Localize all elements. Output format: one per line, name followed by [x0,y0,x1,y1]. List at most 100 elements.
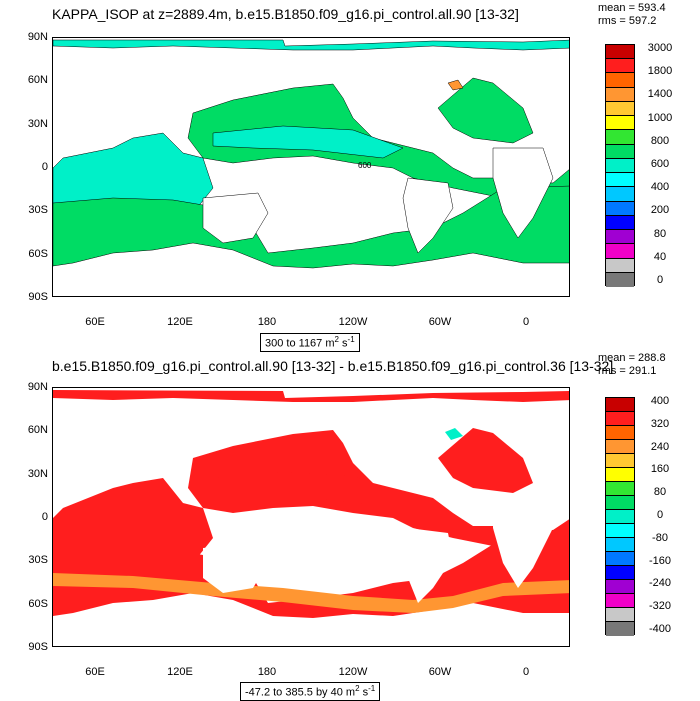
panel2-colorbar-label: -320 [648,600,672,613]
panel1-colorbar-segment [606,116,634,131]
panel2-colorbar-label: 400 [650,395,670,407]
panel2-colorbar-label: 80 [653,486,667,499]
panel1-colorbar-label: 200 [650,204,670,217]
panel1-lon-120w: 120W [338,316,368,328]
panel2-lon-60w: 60W [428,666,452,678]
panel2-colorbar-segment [606,398,634,412]
panel1-colorbar-segment [606,45,634,60]
panel2-colorbar-label: -240 [648,577,672,590]
panel2-lat-90s: 90S [28,641,48,653]
panel2-colorbar [605,397,635,636]
panel1-colorbar-segment [606,215,634,231]
panel2-colorbar-label: 0 [656,509,664,521]
panel2-lat-30n: 30N [27,468,48,480]
panel2-lon-0: 0 [522,666,530,678]
panel2-colorbar-segment [606,510,634,524]
panel2-lat-60s: 60S [28,598,48,610]
panel2-colorbar-segment [606,580,634,594]
panel2-rms: rms = 291.1 [598,365,657,377]
panel1-colorbar-segment [606,230,634,245]
panel1-colorbar-segment [606,173,634,188]
panel1-colorbar-label: 400 [650,181,670,194]
panel2-field [53,390,569,618]
panel2-colorbar-segment [606,440,634,454]
panel2-range-sup2: -1 [368,684,376,693]
panel2-range-text: -47.2 to 385.5 by 40 m [245,686,356,699]
panel2-lat-60n: 60N [27,424,48,436]
panel2-lon-120w: 120W [338,666,368,678]
panel2-range-sup: 2 [355,684,360,693]
panel1-lat-90s: 90S [28,291,48,303]
panel1-colorbar-segment [606,59,634,74]
panel1-map: 600 [52,37,570,297]
panel2-mean: mean = 288.8 [598,352,666,364]
panel1-lat-0: 0 [41,161,48,173]
panel1-colorbar-label: 800 [650,134,670,147]
panel1-lat-30n: 30N [27,118,48,130]
panel2-colorbar-segment [606,426,634,440]
panel1-colorbar-segment [606,244,634,259]
panel2-colorbar-segment [606,622,634,636]
panel1-colorbar-label: 600 [650,158,670,170]
panel1-range-tail: s [338,337,348,350]
panel1-colorbar-segment [606,158,634,174]
panel1-colorbar-segment [606,101,634,117]
panel2-colorbar-segment [606,496,634,510]
panel1-colorbar-segment [606,130,634,145]
panel2-lon-60e: 60E [85,666,105,678]
panel1-colorbar [605,44,635,287]
panel1-lon-120e: 120E [167,316,193,328]
panel1-mean: mean = 593.4 [598,2,666,14]
panel1-colorbar-label: 1000 [647,111,673,124]
panel1-colorbar-label: 40 [653,250,667,263]
panel2-lat-0: 0 [41,511,48,523]
panel2-colorbar-segment [606,468,634,482]
panel1-range-box: 300 to 1167 m2 s-1 [260,333,360,352]
panel2-colorbar-segment [606,454,634,468]
panel2-colorbar-label: -160 [648,554,672,567]
panel1-field: 600 [53,39,569,269]
panel1-stats: mean = 593.4 rms = 597.2 [598,2,666,28]
panel2-colorbar-label: 160 [650,463,670,476]
panel2-lon-180: 180 [257,666,277,678]
panel2-colorbar-segment [606,594,634,608]
panel2-colorbar-label: 240 [650,440,670,453]
panel1-colorbar-segment [606,258,634,273]
panel2-colorbar-segment [606,538,634,552]
panel1-colorbar-segment [606,272,634,287]
panel1-lon-60w: 60W [428,316,452,328]
panel1-colorbar-label: 1400 [647,88,673,101]
panel1-range-sup2: -1 [347,335,355,344]
panel2-range-box: -47.2 to 385.5 by 40 m2 s-1 [240,682,381,701]
panel1-title: KAPPA_ISOP at z=2889.4m, b.e15.B1850.f09… [52,6,519,22]
panel1-colorbar-segment [606,73,634,88]
panel1-lat-90n: 90N [27,31,48,43]
panel1-colorbar-label: 80 [653,227,667,240]
panel1-lat-60n: 60N [27,74,48,86]
panel2-colorbar-label: -80 [652,531,668,544]
panel2-lat-90n: 90N [27,381,48,393]
panel2-colorbar-segment [606,552,634,566]
panel1-lon-60e: 60E [85,316,105,328]
panel2-colorbar-segment [606,524,634,538]
panel1-colorbar-label: 1800 [647,65,673,78]
panel1-lat-60s: 60S [28,248,48,260]
panel2-colorbar-label: -400 [648,623,672,635]
panel2-lon-120e: 120E [167,666,193,678]
panel1-rms: rms = 597.2 [598,15,657,27]
panel2-colorbar-segment [606,482,634,496]
panel1-colorbar-segment [606,201,634,216]
panel2-colorbar-label: 320 [650,417,670,430]
panel2-lat-30s: 30S [28,554,48,566]
panel2-range-tail: s [359,686,369,699]
panel2-title: b.e15.B1850.f09_g16.pi_control.all.90 [1… [52,358,614,374]
panel1-colorbar-segment [606,187,634,202]
panel2-stats: mean = 288.8 rms = 291.1 [598,352,666,378]
panel1-colorbar-label: 3000 [647,42,673,54]
panel1-lat-30s: 30S [28,204,48,216]
panel1-range-text: 300 to 1167 m [265,337,335,350]
panel2-colorbar-segment [606,412,634,426]
panel1-lon-0: 0 [522,316,530,328]
panel1-colorbar-label: 0 [656,274,664,286]
panel2-map [52,387,570,647]
